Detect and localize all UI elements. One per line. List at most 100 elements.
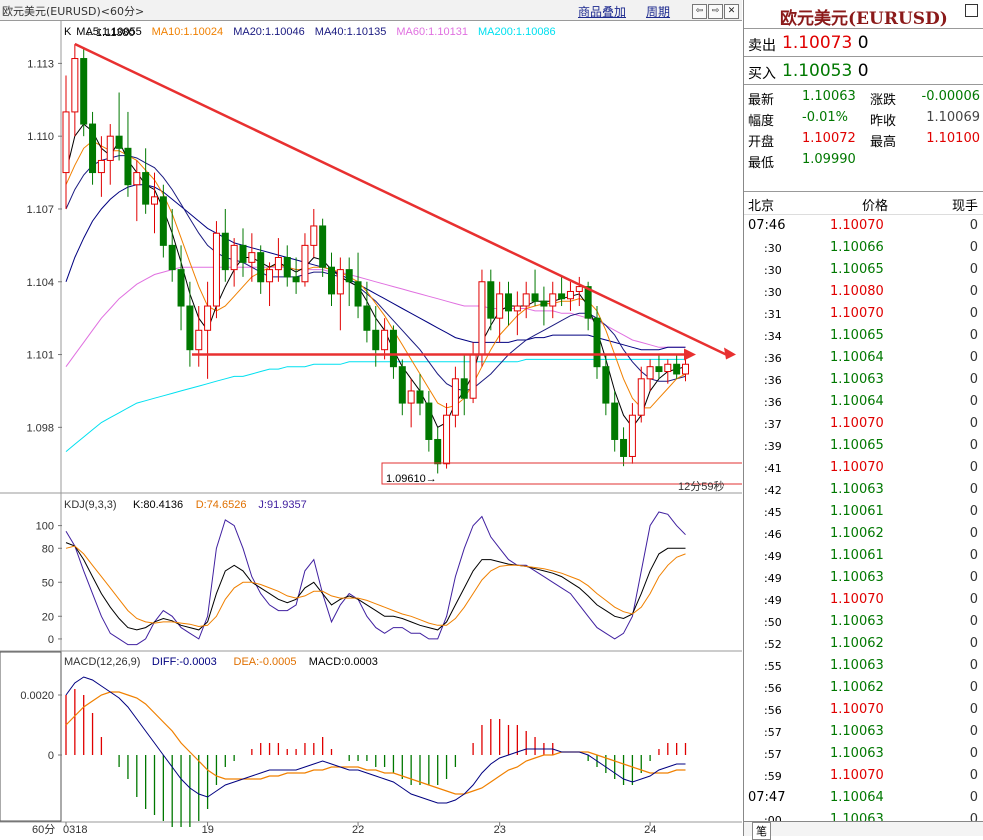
tick-price: 1.10070 xyxy=(830,306,884,321)
tick-row: :30 1.10065 0 xyxy=(744,259,983,281)
tick-header-volume: 现手 xyxy=(951,199,978,214)
tick-price: 1.10061 xyxy=(830,504,884,519)
tick-row: :46 1.10062 0 xyxy=(744,523,983,545)
candle-body xyxy=(97,159,105,174)
tick-price: 1.10065 xyxy=(830,262,884,277)
candle-body xyxy=(682,363,689,375)
overlay-menu[interactable]: 商品叠加 xyxy=(578,5,627,19)
tick-volume: 0 xyxy=(969,394,978,409)
tick-price: 1.10063 xyxy=(830,724,884,739)
tick-volume: 0 xyxy=(969,702,978,717)
tick-row: :52 1.10062 0 xyxy=(744,633,983,655)
window-toggle-icon[interactable] xyxy=(965,4,978,17)
period-menu[interactable]: 周期 xyxy=(646,5,671,19)
candle-body xyxy=(363,305,371,331)
tick-volume: 0 xyxy=(969,460,978,475)
candle-body xyxy=(637,378,645,416)
tick-volume: 0 xyxy=(969,328,978,343)
candle-body xyxy=(611,402,619,440)
tick-time: :46 xyxy=(764,528,782,541)
candle-body xyxy=(513,305,521,312)
tick-row: :57 1.10063 0 xyxy=(744,721,983,743)
x-tick-label: 19 xyxy=(202,824,214,836)
tick-row: :34 1.10065 0 xyxy=(744,325,983,347)
tick-row: :55 1.10063 0 xyxy=(744,655,983,677)
tick-time: :56 xyxy=(764,682,782,695)
period-tag: 60分 xyxy=(32,823,55,836)
candle-body xyxy=(283,257,291,278)
stats-block: 最新 1.10063 涨跌 -0.00006 幅度 -0.01% 昨收 1.10069 开盘 1.… xyxy=(744,85,983,192)
high-label: ←1.11380 xyxy=(85,27,135,39)
kdj-j-line xyxy=(65,511,686,646)
chart-area[interactable]: 欧元美元(EURUSD)<60分> 商品叠加 周期 ⇦ ⇨ ✕ 1.113 1.110… xyxy=(0,0,742,836)
tick-list[interactable]: 07:46 1.10070 0:30 1.10066 0:30 1.10065 0:30 1.… xyxy=(744,215,983,831)
candle-body xyxy=(451,378,459,416)
tick-time: :30 xyxy=(764,286,782,299)
tick-volume: 0 xyxy=(969,482,978,497)
ma-legend-item: MA40:1.10135 xyxy=(315,26,387,38)
chart-canvas[interactable]: 1.113 1.110 1.107 1.104 1.101 1.098 ←1.11380 1.… xyxy=(0,0,742,836)
close-icon[interactable]: ✕ xyxy=(724,4,739,19)
tick-row: :39 1.10065 0 xyxy=(744,435,983,457)
ma40-line xyxy=(65,184,686,351)
tick-volume: 0 xyxy=(969,592,978,607)
macd-legend-item: DIFF:-0.0003 xyxy=(152,656,217,668)
tick-time: :36 xyxy=(764,374,782,387)
tick-time: :57 xyxy=(764,748,782,761)
tick-price: 1.10063 xyxy=(830,658,884,673)
candle-body xyxy=(655,366,663,373)
tick-row: :49 1.10070 0 xyxy=(744,589,983,611)
tick-time: :30 xyxy=(764,264,782,277)
sell-price: 1.10073 xyxy=(782,33,853,53)
tick-header-price: 价格 xyxy=(862,199,889,214)
sell-row: 卖出 1.10073 0 xyxy=(744,29,983,57)
tick-time: :31 xyxy=(764,308,782,321)
tick-price: 1.10066 xyxy=(830,240,884,255)
tick-price: 1.10064 xyxy=(830,394,884,409)
candle-body xyxy=(372,329,380,351)
x-tick-label: 22 xyxy=(352,824,364,836)
low-label: 1.09610→ xyxy=(386,473,437,485)
kdj-tick-label: 50 xyxy=(42,577,54,589)
candle-body xyxy=(646,366,654,380)
tick-time: :49 xyxy=(764,594,782,607)
price-tick-label: 1.107 xyxy=(26,204,54,216)
candle-body xyxy=(274,257,282,271)
tick-price: 1.10063 xyxy=(830,482,884,497)
candle-body xyxy=(549,293,557,307)
candle-body xyxy=(257,252,265,283)
candle-body xyxy=(628,414,636,457)
kdj-legend-item: KDJ(9,3,3) xyxy=(64,499,117,511)
stat-label: 最低 xyxy=(748,156,775,171)
stat-value: 1.10063 xyxy=(802,89,856,104)
tick-header: 北京 价格 现手 xyxy=(744,192,983,215)
price-tick-label: 1.101 xyxy=(26,350,54,362)
tick-volume: 0 xyxy=(969,724,978,739)
price-tick-label: 1.098 xyxy=(26,422,54,434)
tick-volume: 0 xyxy=(969,768,978,783)
x-tick-label: 0318 xyxy=(63,824,87,836)
tick-price: 1.10070 xyxy=(830,592,884,607)
tick-time: :59 xyxy=(764,770,782,783)
macd-legend-item: MACD:0.0003 xyxy=(309,656,378,668)
prev-icon[interactable]: ⇦ xyxy=(692,4,707,19)
tick-time: :52 xyxy=(764,638,782,651)
ma20-line xyxy=(65,155,686,392)
candle-body xyxy=(177,269,185,307)
tick-volume: 0 xyxy=(969,614,978,629)
ma60-line xyxy=(65,266,686,367)
stat-label: 最新 xyxy=(748,93,775,108)
tick-price: 1.10062 xyxy=(830,526,884,541)
ticks-tab[interactable]: 笔 xyxy=(752,822,771,840)
next-icon[interactable]: ⇨ xyxy=(708,4,723,19)
buy-label: 买入 xyxy=(748,66,776,82)
candle-body xyxy=(124,147,132,186)
tick-price: 1.10065 xyxy=(830,438,884,453)
tick-price: 1.10063 xyxy=(830,570,884,585)
tick-time: :49 xyxy=(764,550,782,563)
buy-quote: 1.10053 0 xyxy=(782,61,869,81)
stat-label: 幅度 xyxy=(748,114,775,129)
tick-price: 1.10063 xyxy=(830,746,884,761)
tick-row: :49 1.10063 0 xyxy=(744,567,983,589)
macd-dea-line xyxy=(65,691,686,795)
